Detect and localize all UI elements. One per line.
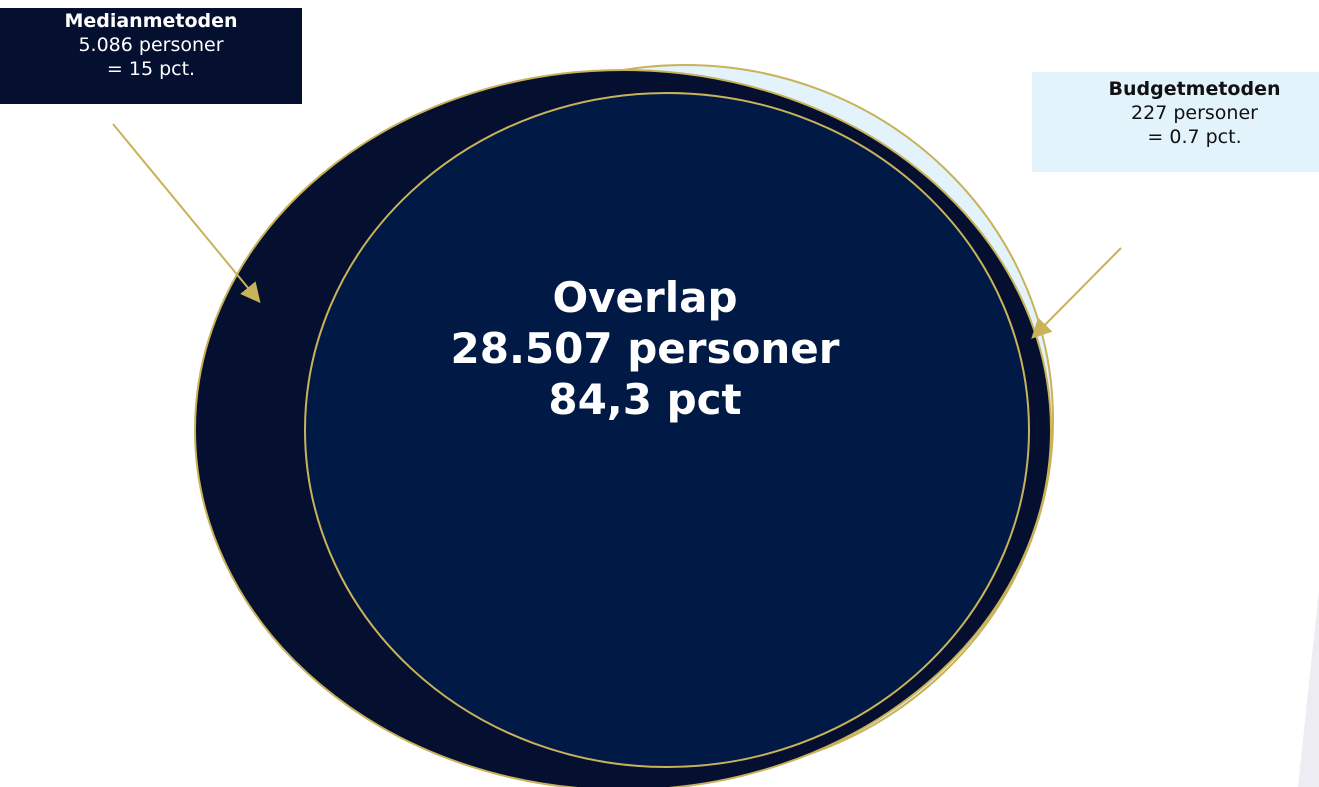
- median-share: = 15 pct.: [106, 57, 196, 80]
- median-title: Medianmetoden: [64, 10, 238, 32]
- budget-count: 227 personer: [1131, 101, 1258, 124]
- overlap-circle: [304, 92, 1030, 768]
- budget-title: Budgetmetoden: [1108, 78, 1281, 100]
- budget-arrow: [1031, 247, 1122, 339]
- median-arrow: [112, 123, 261, 304]
- overlap-count: 28.507 personer: [450, 324, 840, 374]
- budget-label-box: Budgetmetoden 227 personer = 0.7 pct.: [1032, 72, 1319, 172]
- budget-share: = 0.7 pct.: [1147, 125, 1242, 148]
- overlap-title: Overlap: [552, 273, 738, 322]
- corner-decoration: [1298, 590, 1319, 787]
- overlap-share: 84,3 pct: [548, 375, 742, 425]
- overlap-label: Overlap 28.507 personer 84,3 pct: [400, 272, 890, 426]
- median-label-box: Medianmetoden 5.086 personer = 15 pct.: [0, 8, 302, 104]
- median-count: 5.086 personer: [78, 33, 224, 56]
